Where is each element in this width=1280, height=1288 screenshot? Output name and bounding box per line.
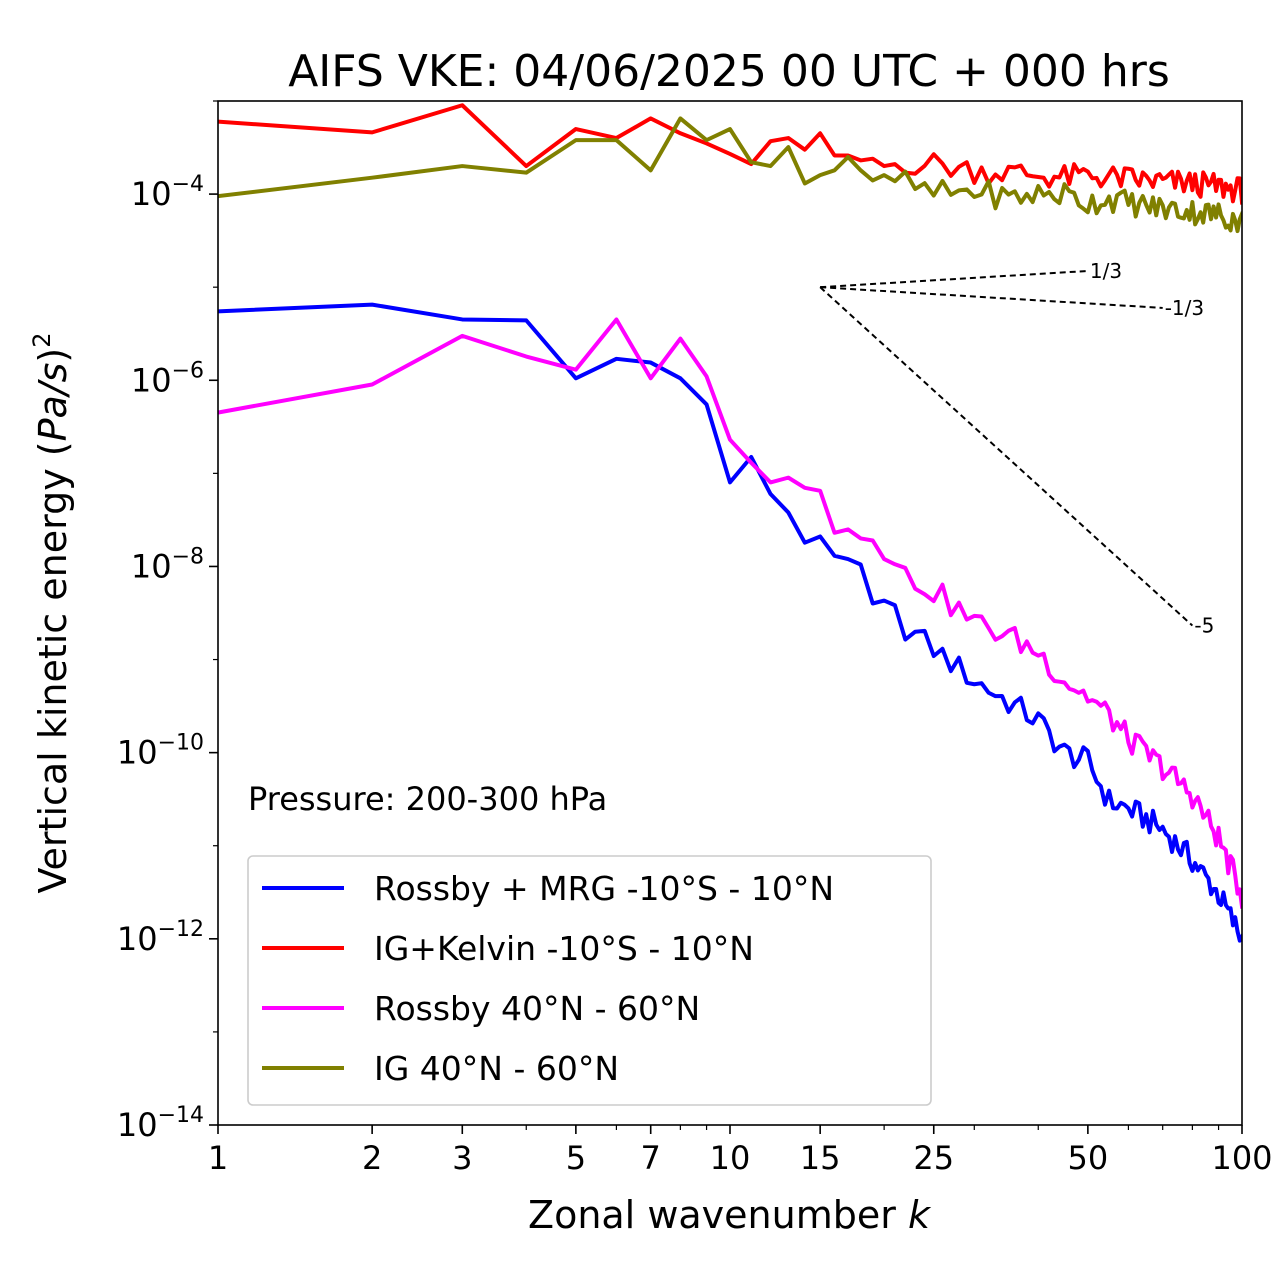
reference-slope-label: -5 bbox=[1194, 614, 1214, 638]
x-tick-label: 10 bbox=[710, 1139, 751, 1177]
y-tick-label: 10−4 bbox=[131, 172, 204, 213]
reference-slope-label: -1/3 bbox=[1165, 296, 1204, 320]
x-tick-label: 5 bbox=[566, 1139, 586, 1177]
x-tick-label: 15 bbox=[800, 1139, 841, 1177]
y-tick-label: 10−10 bbox=[117, 731, 204, 772]
chart-title: AIFS VKE: 04/06/2025 00 UTC + 000 hrs bbox=[288, 46, 1170, 97]
legend-label-rossby-mrg-tropics: Rossby + MRG -10°S - 10°N bbox=[374, 869, 834, 908]
legend: Rossby + MRG -10°S - 10°N IG+Kelvin -10°S… bbox=[247, 855, 932, 1106]
pressure-annotation: Pressure: 200-300 hPa bbox=[248, 780, 607, 818]
reference-slopes bbox=[819, 269, 1194, 627]
legend-label-ig-kelvin-tropics: IG+Kelvin -10°S - 10°N bbox=[374, 929, 754, 968]
x-axis-label: Zonal wavenumber k bbox=[528, 1193, 932, 1237]
x-tick-label: 2 bbox=[362, 1139, 382, 1177]
x-tick-label: 7 bbox=[641, 1139, 661, 1177]
reference-slope-labels: 1/3 -1/3 -5 bbox=[1090, 259, 1214, 638]
reference-slope-line bbox=[820, 269, 1088, 289]
reference-slope-label: 1/3 bbox=[1090, 259, 1122, 283]
legend-label-ig-midlat: IG 40°N - 60°N bbox=[374, 1049, 619, 1088]
x-tick-label: 1 bbox=[208, 1139, 228, 1177]
legend-frame bbox=[247, 855, 932, 1106]
y-axis-ticks: 10−4 10−6 10−8 10−10 10−12 10−14 bbox=[117, 100, 218, 1144]
reference-slope-line bbox=[819, 286, 1194, 627]
legend-label-rossby-midlat: Rossby 40°N - 60°N bbox=[374, 989, 700, 1028]
y-axis-label: Vertical kinetic energy (Pa/s)2 bbox=[28, 332, 75, 893]
x-tick-label: 50 bbox=[1068, 1139, 1109, 1177]
series-line-ig-kelvin-tropics bbox=[218, 103, 1242, 205]
series-line-rossby-mrg-tropics bbox=[218, 302, 1242, 943]
series-line-ig-midlat bbox=[218, 116, 1242, 234]
x-tick-label: 100 bbox=[1211, 1139, 1272, 1177]
reference-slope-line bbox=[820, 286, 1163, 309]
y-tick-label: 10−12 bbox=[117, 917, 204, 958]
y-tick-label: 10−6 bbox=[131, 358, 204, 399]
y-tick-label: 10−8 bbox=[131, 544, 204, 585]
plot-frame bbox=[217, 100, 1243, 1126]
x-axis-ticks: 1 2 3 5 7 10 15 25 50 100 bbox=[208, 1125, 1273, 1177]
x-tick-label: 25 bbox=[913, 1139, 954, 1177]
series-layer bbox=[218, 103, 1242, 943]
y-tick-label: 10−14 bbox=[117, 1103, 204, 1144]
series-line-rossby-midlat bbox=[218, 317, 1242, 909]
x-tick-label: 3 bbox=[452, 1139, 472, 1177]
